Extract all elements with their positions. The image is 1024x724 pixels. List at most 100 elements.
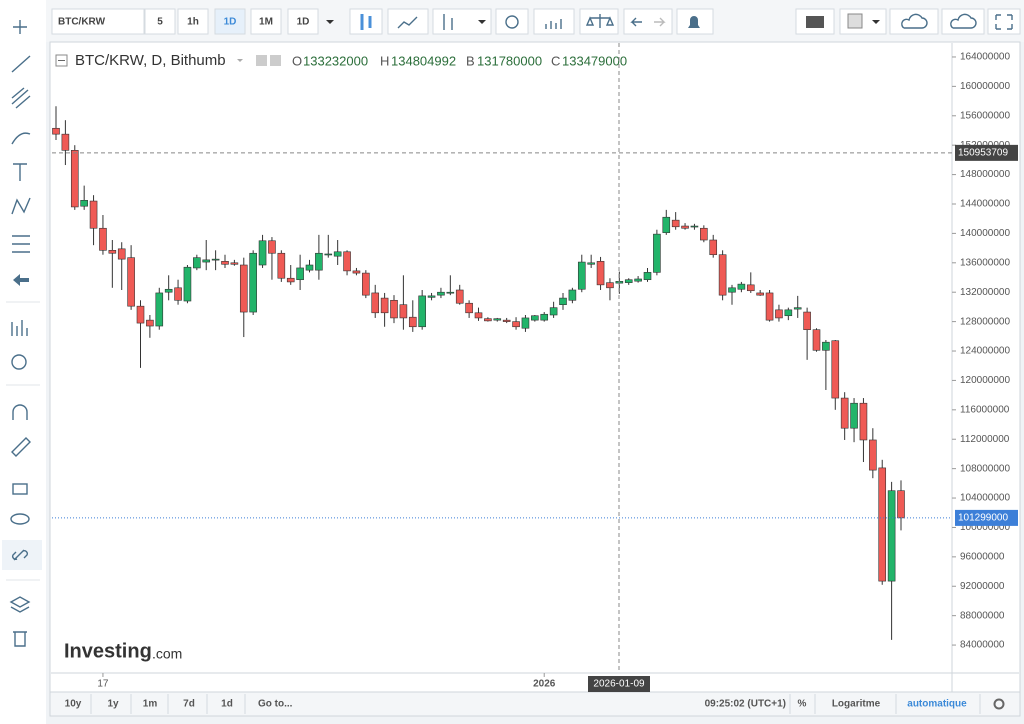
indicators-icon [545,19,562,29]
button[interactable] [349,8,383,35]
candle-body [408,316,417,328]
last-price-tag [955,509,1018,526]
candle-body [193,257,201,269]
candle-body [202,259,211,263]
range-button[interactable]: 7d [183,699,195,710]
button[interactable] [941,8,985,35]
candle-body [775,309,783,319]
range-button[interactable]: 10y [65,699,82,710]
crosshair-tool[interactable] [13,20,27,34]
measure-tool[interactable] [12,235,30,253]
logo-suffix: .com [152,646,182,662]
brush-tool[interactable] [11,132,31,145]
candle-body [80,200,88,207]
y-tick-label: 116000000 [960,404,1010,415]
interval-button[interactable] [287,8,319,35]
candle-body [765,292,774,321]
line-tool[interactable] [11,55,31,73]
undo-icon [630,17,642,27]
auto-toggle[interactable]: automatique [907,699,967,710]
candle-body [793,307,802,310]
candle-body [127,257,135,307]
legend-key: H [380,53,389,68]
interval-button[interactable] [214,8,246,35]
x-tick-label: 17 [97,679,109,690]
interval-button[interactable] [250,8,282,35]
range-button[interactable]: 1m [143,699,158,710]
magnet-tool[interactable] [12,404,28,420]
log-toggle[interactable]: Logaritme [832,699,881,710]
button[interactable] [987,8,1021,35]
eye-icon[interactable] [256,55,267,66]
candle-body [840,397,849,429]
unlock-tool[interactable] [12,483,28,495]
percent-toggle[interactable]: % [798,699,807,710]
candle-body [446,291,455,294]
candle-body [662,216,671,233]
candle-body [221,261,229,265]
button[interactable] [533,8,575,35]
button[interactable] [889,8,939,35]
fib-tool[interactable] [11,87,31,109]
intervals: 5 1h 1D 1M 1D [144,8,334,35]
candle-body [643,272,652,281]
interval-label: 1h [187,17,199,28]
button[interactable] [579,8,619,35]
toolbar-icons [349,8,1021,35]
candle-body [418,295,426,328]
symbol-box[interactable] [51,8,145,35]
zoom-tool[interactable] [11,354,27,370]
button[interactable] [623,8,673,35]
settings-icon [505,15,519,29]
interval-label: 5 [157,17,163,28]
legend-value: 131780000 [477,53,542,68]
y-tick-label: 156000000 [960,110,1010,121]
hide-tool[interactable] [13,274,29,286]
y-tick-label: 84000000 [960,640,1005,651]
text-tool[interactable] [13,163,27,181]
candle-body [540,313,549,321]
link-tool[interactable] [12,549,28,561]
trash-tool[interactable] [13,631,27,647]
button[interactable] [495,8,529,35]
button[interactable] [387,8,429,35]
settings-gear[interactable] [993,698,1005,710]
candle-body [70,150,79,208]
visibility-tool[interactable] [10,513,30,525]
settings-small-icon[interactable] [270,55,281,66]
candle-body [746,284,755,292]
dropdown-arrow [478,20,486,24]
candle-body [521,317,530,329]
candle-body [89,200,98,229]
indicator-tool[interactable] [11,320,28,336]
dropdown-arrow [872,20,880,24]
y-tick-label: 120000000 [960,375,1010,386]
range-button[interactable]: 1y [107,699,119,710]
button[interactable] [839,8,887,35]
candle-body [596,261,605,286]
pattern-tool[interactable] [11,197,31,215]
candle-body [371,292,380,314]
candle-body [380,297,389,314]
candle-body [155,292,164,327]
candle-body [333,251,342,257]
candle-body [268,240,276,254]
legend-key: O [292,53,302,68]
candle-body [737,283,746,290]
lock-draw-tool[interactable] [11,437,31,457]
candles-icon [360,14,372,30]
interval-button[interactable] [144,8,176,35]
y-tick-label: 128000000 [960,316,1010,327]
interval-button[interactable] [177,8,209,35]
candle-body [277,252,286,279]
candle-body [352,270,361,274]
title-dropdown [237,59,243,62]
goto[interactable]: Go to... [258,699,293,710]
range-button[interactable]: 1d [221,699,233,710]
layers-tool[interactable] [9,596,31,613]
candle-body [211,258,220,261]
active-tool-bg [2,540,42,570]
candle-body [164,288,173,293]
